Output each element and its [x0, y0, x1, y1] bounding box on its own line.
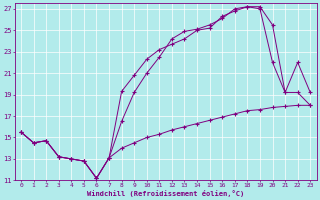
X-axis label: Windchill (Refroidissement éolien,°C): Windchill (Refroidissement éolien,°C) — [87, 190, 244, 197]
